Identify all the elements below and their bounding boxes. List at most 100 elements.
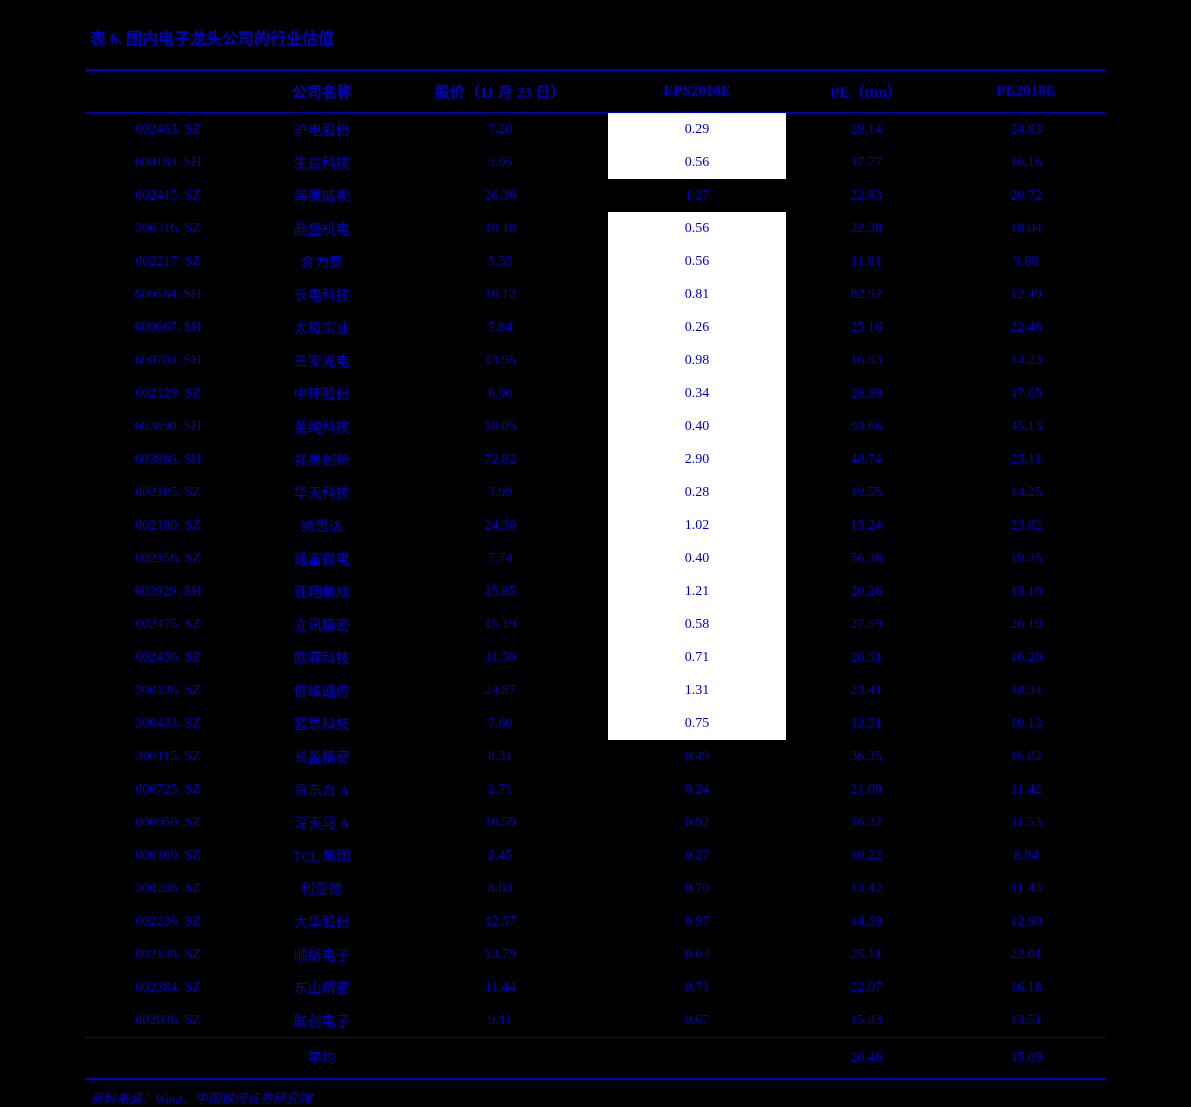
table-cell: 002217. SZ bbox=[85, 245, 251, 278]
table-cell: 002156. SZ bbox=[85, 542, 251, 575]
source-note: 资料来源：Wind，中国银河证券研究院 bbox=[90, 1088, 1106, 1107]
table-cell bbox=[85, 1038, 251, 1080]
table-cell: 3.99 bbox=[393, 476, 608, 509]
table-cell: 京东方 A bbox=[251, 773, 392, 806]
table-cell: 通富微电 bbox=[251, 542, 392, 575]
table-cell: 14.59 bbox=[786, 905, 946, 938]
table-cell: 600183. SH bbox=[85, 146, 251, 179]
table-cell: 45.13 bbox=[946, 410, 1106, 443]
table-cell: 18.05 bbox=[393, 410, 608, 443]
table-cell: 12.90 bbox=[946, 905, 1106, 938]
table-cell: 顺络电子 bbox=[251, 938, 392, 971]
table-cell: 11.53 bbox=[946, 806, 1106, 839]
table-cell: 20.72 bbox=[946, 179, 1106, 212]
table-cell: 10.59 bbox=[393, 806, 608, 839]
table-cell: 沪电股份 bbox=[251, 113, 392, 147]
table-cell: 1.31 bbox=[608, 674, 786, 707]
table-row: 002463. SZ沪电股份7.200.2929.1424.83 bbox=[85, 113, 1106, 147]
table-row: 002185. SZ华天科技3.990.2819.5514.25 bbox=[85, 476, 1106, 509]
table-cell: 信维通信 bbox=[251, 674, 392, 707]
table-cell: 2.90 bbox=[608, 443, 786, 476]
table-cell: 16.82 bbox=[946, 740, 1106, 773]
table-cell: 长电科技 bbox=[251, 278, 392, 311]
table-row: 603690. SH至纯科技18.050.4093.6645.13 bbox=[85, 410, 1106, 443]
table-cell: 8.94 bbox=[946, 839, 1106, 872]
table-cell: 海康威视 bbox=[251, 179, 392, 212]
table-cell: 联创电子 bbox=[251, 1004, 392, 1038]
table-row: 002180. SZ纳思达24.301.0213.2423.82 bbox=[85, 509, 1106, 542]
table-cell: 9.11 bbox=[393, 1004, 608, 1038]
table-cell: 0.71 bbox=[608, 641, 786, 674]
table-cell: 17.65 bbox=[946, 377, 1106, 410]
table-cell: 002475. SZ bbox=[85, 608, 251, 641]
table-row: 002475. SZ立讯精密15.190.5827.5926.19 bbox=[85, 608, 1106, 641]
table-cell: 13.42 bbox=[786, 872, 946, 905]
table-cell: 兆易创新 bbox=[251, 443, 392, 476]
table-cell: 25.11 bbox=[786, 938, 946, 971]
table-cell: 002236. SZ bbox=[85, 905, 251, 938]
table-cell: 0.70 bbox=[608, 872, 786, 905]
table-cell: 22.01 bbox=[946, 938, 1106, 971]
table-cell: 0.24 bbox=[608, 773, 786, 806]
table-cell: 亚翔集成 bbox=[251, 575, 392, 608]
table-cell: 2.71 bbox=[393, 773, 608, 806]
table-cell: 15.83 bbox=[786, 1004, 946, 1038]
valuation-table: 公司名称 股价（11 月 23 日） EPS2018E PE（ttm） PE20… bbox=[85, 69, 1106, 1080]
table-cell: 0.67 bbox=[608, 1004, 786, 1038]
table-cell: 13.10 bbox=[946, 575, 1106, 608]
table-cell: 26.51 bbox=[786, 641, 946, 674]
table-cell: 600584. SH bbox=[85, 278, 251, 311]
table-cell: 0.97 bbox=[608, 905, 786, 938]
table-cell: 603986. SH bbox=[85, 443, 251, 476]
table-cell: 0.28 bbox=[608, 476, 786, 509]
table-cell: 300433. SZ bbox=[85, 707, 251, 740]
table-avg-row: 平均20.4615.09 bbox=[85, 1038, 1106, 1080]
table-cell: 300296. SZ bbox=[85, 872, 251, 905]
table-cell: 0.56 bbox=[608, 212, 786, 245]
table-row: 002456. SZ欧菲科技11.500.7126.5116.20 bbox=[85, 641, 1106, 674]
table-cell: 18.94 bbox=[946, 674, 1106, 707]
table-cell: 纳思达 bbox=[251, 509, 392, 542]
table-cell: 19.35 bbox=[946, 542, 1106, 575]
table-cell: 三安光电 bbox=[251, 344, 392, 377]
valuation-table-container: 公司名称 股价（11 月 23 日） EPS2018E PE（ttm） PE20… bbox=[85, 69, 1106, 1080]
table-row: 600667. SH太极实业5.840.2625.1622.46 bbox=[85, 311, 1106, 344]
table-row: 600183. SH生益科技9.050.5617.7716.16 bbox=[85, 146, 1106, 179]
table-cell: 48.74 bbox=[786, 443, 946, 476]
table-cell: 002138. SZ bbox=[85, 938, 251, 971]
table-cell: 0.56 bbox=[608, 245, 786, 278]
table-row: 600703. SH三安光电13.950.9816.8314.23 bbox=[85, 344, 1106, 377]
table-cell: 22.83 bbox=[786, 179, 946, 212]
table-cell: 300115. SZ bbox=[85, 740, 251, 773]
table-cell: 0.71 bbox=[608, 971, 786, 1004]
table-cell: 平均 bbox=[251, 1038, 392, 1080]
table-cell: 10.13 bbox=[946, 707, 1106, 740]
table-cell: 8.31 bbox=[393, 740, 608, 773]
table-cell: 27.59 bbox=[786, 608, 946, 641]
table-row: 300136. SZ信维通信24.871.3123.4118.94 bbox=[85, 674, 1106, 707]
table-cell: 16.20 bbox=[946, 641, 1106, 674]
table-cell: 13.24 bbox=[786, 509, 946, 542]
table-row: 300296. SZ利亚德8.030.7013.4211.43 bbox=[85, 872, 1106, 905]
table-cell: 蓝思科技 bbox=[251, 707, 392, 740]
table-cell: 22.46 bbox=[946, 311, 1106, 344]
table-cell: 000725. SZ bbox=[85, 773, 251, 806]
table-cell: 0.63 bbox=[608, 938, 786, 971]
table-title: 表 6. 国内电子龙头公司的行业估值 bbox=[90, 25, 1106, 49]
table-cell: 23.82 bbox=[946, 509, 1106, 542]
table-row: 000050. SZ深天马 A10.590.9216.3211.53 bbox=[85, 806, 1106, 839]
table-cell: 1.21 bbox=[608, 575, 786, 608]
table-cell: 9.05 bbox=[393, 146, 608, 179]
table-cell: 15.19 bbox=[393, 608, 608, 641]
table-row: 002236. SZ大华股份12.570.9714.5912.90 bbox=[85, 905, 1106, 938]
table-cell: 0.81 bbox=[608, 278, 786, 311]
table-cell: 至纯科技 bbox=[251, 410, 392, 443]
table-cell: 7.74 bbox=[393, 542, 608, 575]
table-cell: 13.79 bbox=[393, 938, 608, 971]
table-cell: 12.49 bbox=[946, 278, 1106, 311]
table-cell: 中环股份 bbox=[251, 377, 392, 410]
table-cell: 24.83 bbox=[946, 113, 1106, 147]
table-cell: 1.02 bbox=[608, 509, 786, 542]
table-cell: 600703. SH bbox=[85, 344, 251, 377]
table-cell: 24.30 bbox=[393, 509, 608, 542]
